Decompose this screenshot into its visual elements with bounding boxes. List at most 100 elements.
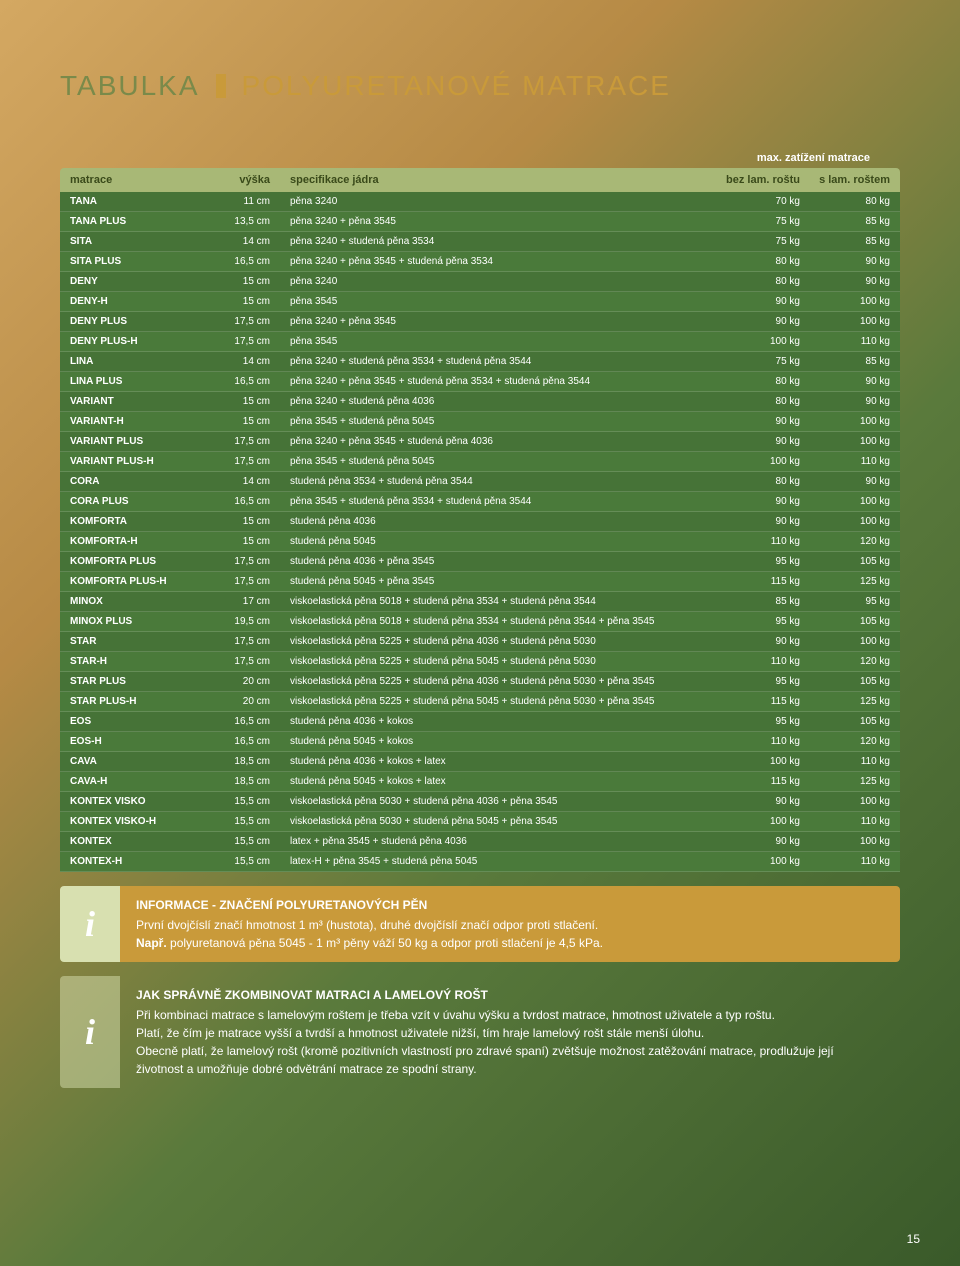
cell-name: VARIANT-H <box>70 416 200 427</box>
cell-w2: 100 kg <box>800 436 890 447</box>
info2-title: JAK SPRÁVNĚ ZKOMBINOVAT MATRACI A LAMELO… <box>136 986 884 1004</box>
cell-w1: 90 kg <box>710 796 800 807</box>
cell-spec: latex + pěna 3545 + studená pěna 4036 <box>290 836 710 847</box>
table-row: STAR17,5 cmviskoelastická pěna 5225 + st… <box>60 632 900 652</box>
cell-name: KOMFORTA PLUS-H <box>70 576 200 587</box>
cell-spec: viskoelastická pěna 5225 + studená pěna … <box>290 676 710 687</box>
cell-spec: studená pěna 4036 + pěna 3545 <box>290 556 710 567</box>
table-row: DENY15 cmpěna 324080 kg90 kg <box>60 272 900 292</box>
cell-height: 14 cm <box>200 356 290 367</box>
cell-name: KONTEX <box>70 836 200 847</box>
cell-height: 17,5 cm <box>200 336 290 347</box>
table-row: DENY-H15 cmpěna 354590 kg100 kg <box>60 292 900 312</box>
cell-height: 17,5 cm <box>200 436 290 447</box>
info-box-1: i INFORMACE - ZNAČENÍ POLYURETANOVÝCH PĚ… <box>60 886 900 962</box>
cell-spec: viskoelastická pěna 5225 + studená pěna … <box>290 636 710 647</box>
cell-name: KONTEX VISKO-H <box>70 816 200 827</box>
cell-w2: 90 kg <box>800 476 890 487</box>
cell-height: 13,5 cm <box>200 216 290 227</box>
table-row: CORA14 cmstudená pěna 3534 + studená pěn… <box>60 472 900 492</box>
cell-w2: 100 kg <box>800 636 890 647</box>
cell-spec: pěna 3240 <box>290 276 710 287</box>
table-row: DENY PLUS17,5 cmpěna 3240 + pěna 354590 … <box>60 312 900 332</box>
cell-w2: 85 kg <box>800 356 890 367</box>
cell-w1: 80 kg <box>710 476 800 487</box>
cell-w1: 70 kg <box>710 196 800 207</box>
cell-w1: 100 kg <box>710 856 800 867</box>
cell-w2: 80 kg <box>800 196 890 207</box>
col-bez: bez lam. roštu <box>710 174 800 186</box>
cell-name: KOMFORTA-H <box>70 536 200 547</box>
cell-name: STAR PLUS <box>70 676 200 687</box>
cell-w2: 90 kg <box>800 396 890 407</box>
cell-spec: pěna 3240 + pěna 3545 + studená pěna 353… <box>290 376 710 387</box>
cell-w2: 100 kg <box>800 416 890 427</box>
cell-spec: studená pěna 5045 + pěna 3545 <box>290 576 710 587</box>
info1-title: INFORMACE - ZNAČENÍ POLYURETANOVÝCH PĚN <box>136 896 884 914</box>
cell-w2: 110 kg <box>800 456 890 467</box>
cell-w1: 110 kg <box>710 736 800 747</box>
col-matrace: matrace <box>70 174 200 186</box>
cell-height: 17,5 cm <box>200 456 290 467</box>
cell-height: 18,5 cm <box>200 776 290 787</box>
cell-w1: 100 kg <box>710 336 800 347</box>
cell-w2: 105 kg <box>800 616 890 627</box>
cell-spec: pěna 3240 + studená pěna 4036 <box>290 396 710 407</box>
cell-w2: 105 kg <box>800 676 890 687</box>
cell-spec: pěna 3240 + pěna 3545 + studená pěna 403… <box>290 436 710 447</box>
cell-w1: 95 kg <box>710 676 800 687</box>
cell-height: 17 cm <box>200 596 290 607</box>
cell-w2: 100 kg <box>800 796 890 807</box>
cell-w1: 90 kg <box>710 836 800 847</box>
info-icon: i <box>60 976 120 1088</box>
cell-spec: pěna 3545 <box>290 336 710 347</box>
table-body: TANA11 cmpěna 324070 kg80 kgTANA PLUS13,… <box>60 192 900 872</box>
cell-w1: 75 kg <box>710 356 800 367</box>
cell-height: 17,5 cm <box>200 556 290 567</box>
cell-w1: 85 kg <box>710 596 800 607</box>
cell-name: TANA <box>70 196 200 207</box>
cell-w1: 115 kg <box>710 696 800 707</box>
cell-height: 15 cm <box>200 296 290 307</box>
table-row: DENY PLUS-H17,5 cmpěna 3545100 kg110 kg <box>60 332 900 352</box>
cell-spec: pěna 3545 <box>290 296 710 307</box>
col-spec: specifikace jádra <box>290 174 710 186</box>
cell-w2: 125 kg <box>800 776 890 787</box>
table-row: KONTEX VISKO15,5 cmviskoelastická pěna 5… <box>60 792 900 812</box>
cell-spec: latex-H + pěna 3545 + studená pěna 5045 <box>290 856 710 867</box>
cell-w2: 125 kg <box>800 696 890 707</box>
col-vyska: výška <box>200 174 290 186</box>
table-row: MINOX17 cmviskoelastická pěna 5018 + stu… <box>60 592 900 612</box>
cell-w1: 80 kg <box>710 396 800 407</box>
info1-line1: První dvojčíslí značí hmotnost 1 m³ (hus… <box>136 916 884 934</box>
cell-height: 16,5 cm <box>200 496 290 507</box>
cell-w2: 105 kg <box>800 716 890 727</box>
cell-w1: 95 kg <box>710 716 800 727</box>
info-icon: i <box>60 886 120 962</box>
cell-w2: 100 kg <box>800 836 890 847</box>
cell-height: 15,5 cm <box>200 856 290 867</box>
cell-spec: studená pěna 5045 <box>290 536 710 547</box>
cell-spec: studená pěna 3534 + studená pěna 3544 <box>290 476 710 487</box>
cell-name: VARIANT <box>70 396 200 407</box>
cell-name: KONTEX VISKO <box>70 796 200 807</box>
cell-name: MINOX <box>70 596 200 607</box>
cell-height: 14 cm <box>200 476 290 487</box>
cell-w1: 110 kg <box>710 536 800 547</box>
table-row: KOMFORTA PLUS17,5 cmstudená pěna 4036 + … <box>60 552 900 572</box>
cell-w1: 80 kg <box>710 376 800 387</box>
table-row: TANA11 cmpěna 324070 kg80 kg <box>60 192 900 212</box>
cell-name: CORA <box>70 476 200 487</box>
cell-name: STAR-H <box>70 656 200 667</box>
cell-w1: 75 kg <box>710 216 800 227</box>
cell-height: 15 cm <box>200 396 290 407</box>
cell-name: DENY <box>70 276 200 287</box>
cell-spec: viskoelastická pěna 5030 + studená pěna … <box>290 796 710 807</box>
cell-height: 15,5 cm <box>200 836 290 847</box>
cell-w2: 120 kg <box>800 736 890 747</box>
cell-w2: 100 kg <box>800 516 890 527</box>
cell-name: STAR <box>70 636 200 647</box>
cell-name: MINOX PLUS <box>70 616 200 627</box>
table-row: VARIANT PLUS17,5 cmpěna 3240 + pěna 3545… <box>60 432 900 452</box>
cell-name: DENY PLUS <box>70 316 200 327</box>
